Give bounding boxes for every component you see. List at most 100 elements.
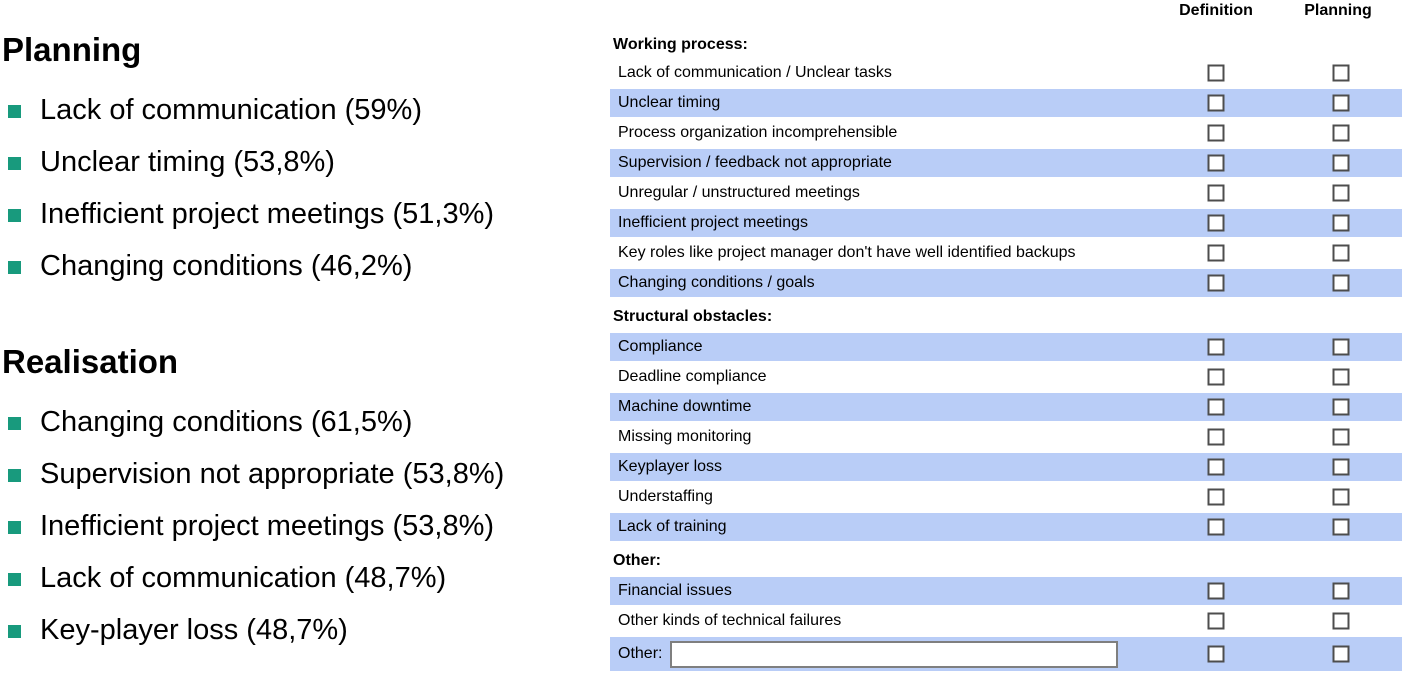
- table-row: Lack of training: [610, 512, 1402, 542]
- planning-checkbox[interactable]: [1332, 124, 1350, 142]
- planning-checkbox[interactable]: [1332, 428, 1350, 446]
- list-item: Key-player loss (48,7%): [0, 604, 612, 656]
- planning-checkbox[interactable]: [1332, 64, 1350, 82]
- definition-checkbox[interactable]: [1207, 274, 1225, 292]
- row-label: Unregular / unstructured meetings: [618, 184, 860, 201]
- row-label: Supervision / feedback not appropriate: [618, 154, 892, 171]
- planning-checkbox[interactable]: [1332, 582, 1350, 600]
- table-row: Lack of communication / Unclear tasks: [610, 58, 1402, 88]
- planning-checkbox[interactable]: [1332, 214, 1350, 232]
- row-label: Process organization incomprehensible: [618, 124, 898, 141]
- list-item: Lack of communication (59%): [0, 84, 612, 136]
- definition-checkbox[interactable]: [1207, 214, 1225, 232]
- square-bullet-icon: [8, 260, 21, 274]
- list-item: Lack of communication (48,7%): [0, 552, 612, 604]
- form-section: Structural obstacles: Compliance Deadlin…: [610, 298, 1402, 542]
- planning-checkbox[interactable]: [1332, 645, 1350, 663]
- row-label: Other kinds of technical failures: [618, 612, 842, 629]
- form-section-header: Structural obstacles:: [613, 308, 773, 325]
- form-section-header: Other:: [613, 552, 661, 569]
- table-row: Inefficient project meetings: [610, 208, 1402, 238]
- row-label: Keyplayer loss: [618, 458, 723, 475]
- definition-checkbox[interactable]: [1207, 612, 1225, 630]
- list-item: Changing conditions (61,5%): [0, 396, 612, 448]
- definition-checkbox[interactable]: [1207, 458, 1225, 476]
- definition-checkbox[interactable]: [1207, 244, 1225, 262]
- square-bullet-icon: [8, 208, 21, 222]
- planning-checkbox[interactable]: [1332, 154, 1350, 172]
- row-label: Machine downtime: [618, 398, 752, 415]
- definition-checkbox[interactable]: [1207, 518, 1225, 536]
- list-item: Inefficient project meetings (51,3%): [0, 188, 612, 240]
- square-bullet-icon: [8, 156, 21, 170]
- row-label: Compliance: [618, 338, 703, 355]
- row-label: Inefficient project meetings: [618, 214, 809, 231]
- table-row: Process organization incomprehensible: [610, 118, 1402, 148]
- definition-checkbox[interactable]: [1207, 338, 1225, 356]
- definition-checkbox[interactable]: [1207, 368, 1225, 386]
- definition-checkbox[interactable]: [1207, 184, 1225, 202]
- section-heading: Planning: [2, 31, 142, 68]
- other-input[interactable]: [670, 640, 1119, 668]
- summary-section: Realisation Changing conditions (61,5%) …: [0, 342, 612, 656]
- table-row: Missing monitoring: [610, 422, 1402, 452]
- planning-checkbox[interactable]: [1332, 612, 1350, 630]
- planning-checkbox[interactable]: [1332, 488, 1350, 506]
- row-label: Understaffing: [618, 488, 713, 505]
- table-row: Other:: [610, 636, 1402, 672]
- definition-checkbox[interactable]: [1207, 428, 1225, 446]
- form-rows: Compliance Deadline compliance Machine d…: [610, 332, 1402, 542]
- table-row: Key roles like project manager don't hav…: [610, 238, 1402, 268]
- definition-checkbox[interactable]: [1207, 64, 1225, 82]
- row-label: Financial issues: [618, 582, 732, 599]
- planning-checkbox[interactable]: [1332, 184, 1350, 202]
- list-item-text: Changing conditions (61,5%): [40, 405, 413, 438]
- planning-checkbox[interactable]: [1332, 94, 1350, 112]
- definition-checkbox[interactable]: [1207, 94, 1225, 112]
- row-label: Other:: [618, 645, 663, 662]
- table-row: Machine downtime: [610, 392, 1402, 422]
- table-row: Keyplayer loss: [610, 452, 1402, 482]
- planning-checkbox[interactable]: [1332, 398, 1350, 416]
- form-rows: Financial issues Other kinds of technica…: [610, 576, 1402, 672]
- square-bullet-icon: [8, 104, 21, 118]
- form-sections: Working process: Lack of communication /…: [610, 32, 1402, 672]
- planning-checkbox[interactable]: [1332, 458, 1350, 476]
- table-row: Other kinds of technical failures: [610, 606, 1402, 636]
- table-row: Changing conditions / goals: [610, 268, 1402, 298]
- list-item-text: Lack of communication (59%): [40, 93, 422, 126]
- list-item-text: Inefficient project meetings (51,3%): [40, 197, 495, 230]
- column-header-planning: Planning: [1304, 2, 1372, 19]
- row-label: Missing monitoring: [618, 428, 752, 445]
- table-row: Deadline compliance: [610, 362, 1402, 392]
- definition-checkbox[interactable]: [1207, 582, 1225, 600]
- planning-checkbox[interactable]: [1332, 338, 1350, 356]
- planning-checkbox[interactable]: [1332, 274, 1350, 292]
- row-label: Key roles like project manager don't hav…: [618, 244, 1076, 261]
- list-item: Unclear timing (53,8%): [0, 136, 612, 188]
- list-item-text: Key-player loss (48,7%): [40, 613, 348, 646]
- list-item: Supervision not appropriate (53,8%): [0, 448, 612, 500]
- definition-checkbox[interactable]: [1207, 645, 1225, 663]
- planning-checkbox[interactable]: [1332, 518, 1350, 536]
- table-row: Understaffing: [610, 482, 1402, 512]
- square-bullet-icon: [8, 520, 21, 534]
- definition-checkbox[interactable]: [1207, 124, 1225, 142]
- definition-checkbox[interactable]: [1207, 154, 1225, 172]
- list-item-text: Inefficient project meetings (53,8%): [40, 509, 495, 542]
- form-section-header: Working process:: [613, 36, 748, 53]
- row-label: Lack of training: [618, 518, 727, 535]
- square-bullet-icon: [8, 468, 21, 482]
- definition-checkbox[interactable]: [1207, 488, 1225, 506]
- planning-checkbox[interactable]: [1332, 244, 1350, 262]
- table-row: Unregular / unstructured meetings: [610, 178, 1402, 208]
- bullet-list: Lack of communication (59%) Unclear timi…: [0, 84, 612, 292]
- list-item-text: Changing conditions (46,2%): [40, 249, 413, 282]
- definition-checkbox[interactable]: [1207, 398, 1225, 416]
- planning-checkbox[interactable]: [1332, 368, 1350, 386]
- form-section: Working process: Lack of communication /…: [610, 32, 1402, 298]
- row-label: Lack of communication / Unclear tasks: [618, 64, 892, 81]
- list-item-text: Unclear timing (53,8%): [40, 145, 335, 178]
- form-section: Other: Financial issues Other kinds of t…: [610, 542, 1402, 672]
